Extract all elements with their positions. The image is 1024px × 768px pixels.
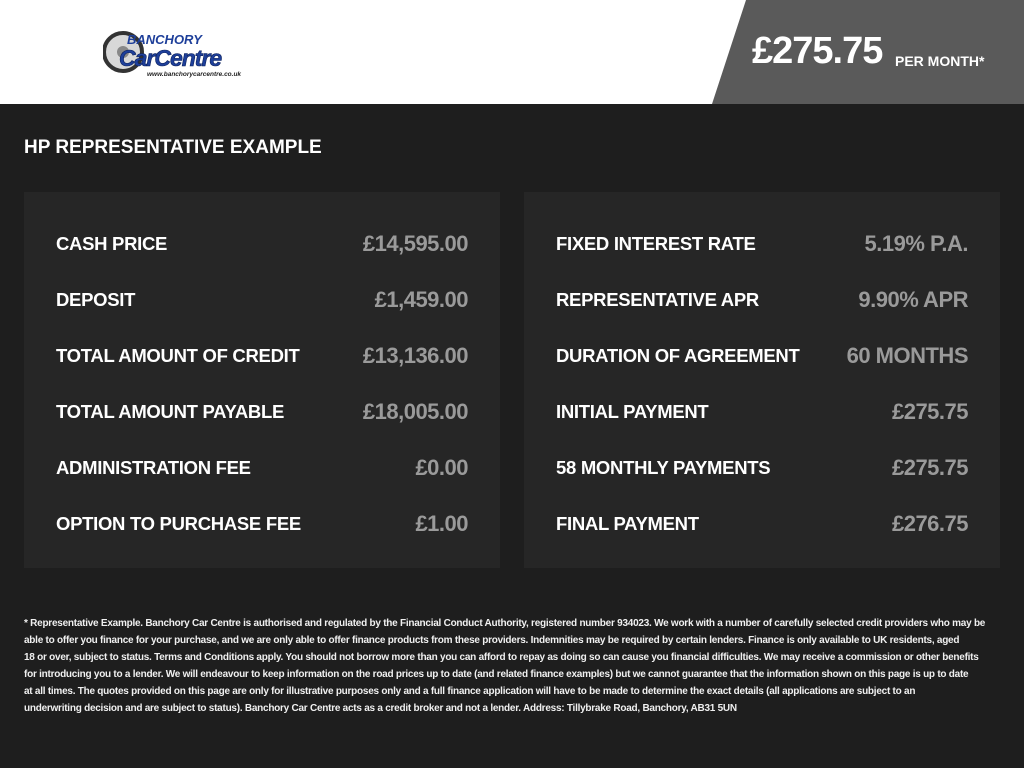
disclaimer: * Representative Example. Banchory Car C… <box>24 615 986 717</box>
finance-label: TOTAL AMOUNT OF CREDIT <box>56 345 300 366</box>
finance-row: CASH PRICE £14,595.00 <box>56 229 469 259</box>
price-panel <box>712 0 1024 104</box>
disclaimer-line: at all times. The quotes provided on thi… <box>24 686 916 697</box>
svg-text:CarCentre: CarCentre <box>119 45 222 71</box>
monthly-price: £275.75 <box>752 30 883 72</box>
finance-label: 58 MONTHLY PAYMENTS <box>556 457 771 478</box>
finance-row: TOTAL AMOUNT OF CREDIT £13,136.00 <box>56 341 469 371</box>
finance-label: FIXED INTEREST RATE <box>556 233 756 254</box>
finance-row: TOTAL AMOUNT PAYABLE £18,005.00 <box>56 397 469 427</box>
finance-value: £18,005.00 <box>362 399 469 424</box>
finance-label: ADMINISTRATION FEE <box>56 457 251 478</box>
finance-row: DEPOSIT £1,459.00 <box>56 285 469 315</box>
finance-label: DURATION OF AGREEMENT <box>556 345 800 366</box>
finance-row: FINAL PAYMENT £276.75 <box>556 509 969 539</box>
finance-row: ADMINISTRATION FEE £0.00 <box>56 453 468 483</box>
finance-label: REPRESENTATIVE APR <box>556 289 759 310</box>
right-finance-panel: FIXED INTEREST RATE 5.19% P.A. REPRESENTAT… <box>524 192 1000 568</box>
per-month-label: PER MONTH* <box>895 53 985 69</box>
left-finance-panel: CASH PRICE £14,595.00 DEPOSIT £1,459.00 TOTA… <box>24 192 500 568</box>
finance-value: £275.75 <box>891 399 969 424</box>
disclaimer-line: 18 or over, subject to status. Terms and… <box>24 652 979 663</box>
svg-text:BANCHORY: BANCHORY <box>127 32 203 47</box>
disclaimer-line: for introducing you to a lender. We will… <box>24 669 969 680</box>
disclaimer-line: underwriting decision and are subject to… <box>24 703 737 714</box>
finance-value: 9.90% APR <box>858 287 968 312</box>
svg-text:www.banchorycarcentre.co.uk: www.banchorycarcentre.co.uk <box>147 71 241 78</box>
finance-label: OPTION TO PURCHASE FEE <box>56 513 301 534</box>
finance-value: £276.75 <box>891 511 969 536</box>
finance-value: £275.75 <box>891 455 969 480</box>
finance-label: INITIAL PAYMENT <box>556 401 709 422</box>
finance-value: £1.00 <box>415 511 468 536</box>
finance-row: FIXED INTEREST RATE 5.19% P.A. <box>556 229 969 259</box>
finance-value: 5.19% P.A. <box>864 231 969 256</box>
finance-value: £13,136.00 <box>362 343 469 368</box>
finance-value: £14,595.00 <box>362 231 469 256</box>
finance-label: DEPOSIT <box>56 289 136 310</box>
finance-label: FINAL PAYMENT <box>556 513 699 534</box>
finance-value: £0.00 <box>415 455 468 480</box>
finance-row: 58 MONTHLY PAYMENTS £275.75 <box>556 453 969 483</box>
disclaimer-line: * Representative Example. Banchory Car C… <box>24 618 986 629</box>
finance-row: REPRESENTATIVE APR 9.90% APR <box>556 285 968 315</box>
finance-row: DURATION OF AGREEMENT 60 MONTHS <box>556 341 969 371</box>
finance-label: CASH PRICE <box>56 233 168 254</box>
disclaimer-line: able to offer you finance for your purch… <box>24 635 960 646</box>
finance-row: INITIAL PAYMENT £275.75 <box>556 397 969 427</box>
section-title: HP REPRESENTATIVE EXAMPLE <box>24 137 322 158</box>
finance-value: £1,459.00 <box>374 287 469 312</box>
finance-row: OPTION TO PURCHASE FEE £1.00 <box>56 509 468 539</box>
finance-value: 60 MONTHS <box>846 343 969 368</box>
header: BANCHORY CarCentre www.banchorycarcentre… <box>0 0 1024 104</box>
banchory-car-centre-logo: BANCHORY CarCentre www.banchorycarcentre… <box>103 31 241 78</box>
finance-label: TOTAL AMOUNT PAYABLE <box>56 401 285 422</box>
